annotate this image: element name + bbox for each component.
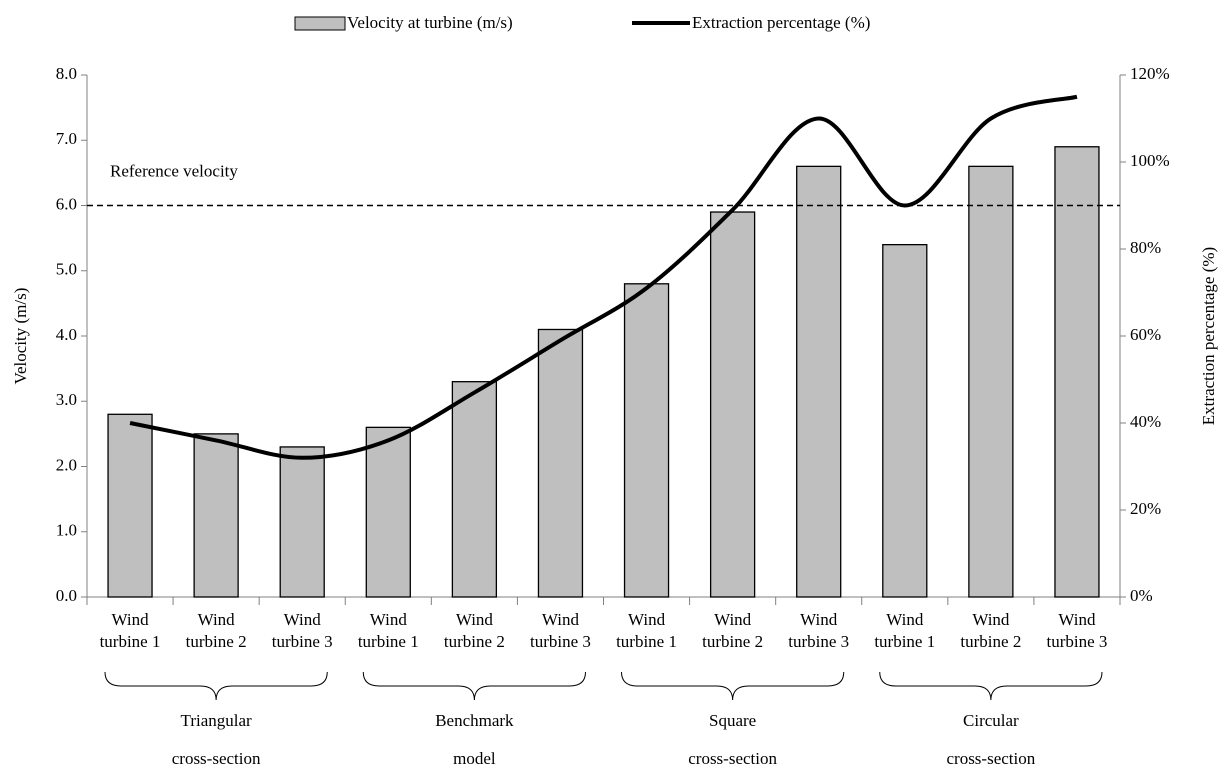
group-label: Benchmark (435, 711, 514, 730)
y2-tick-label: 20% (1130, 499, 1161, 518)
group-label: cross-section (946, 749, 1035, 768)
group-label: Square (709, 711, 756, 730)
bar (968, 165, 1014, 598)
y2-axis-label: Extraction percentage (%) (1199, 247, 1218, 425)
group-brace (621, 671, 845, 701)
x-tick-label: Wind turbine 2 (960, 610, 1022, 651)
x-tick-label: Wind turbine 2 (185, 610, 247, 651)
bar (279, 446, 325, 598)
y-axis-label: Velocity (m/s) (11, 288, 30, 385)
y-tick-label: 8.0 (56, 64, 77, 83)
y2-tick-label: 80% (1130, 238, 1161, 257)
bar (107, 413, 153, 598)
x-tick-label: Wind turbine 3 (788, 610, 850, 651)
y-tick-label: 1.0 (56, 521, 77, 540)
reference-label: Reference velocity (110, 161, 238, 180)
x-tick-label: Wind turbine 3 (1046, 610, 1108, 651)
x-tick-label: Wind turbine 1 (874, 610, 936, 651)
bar (193, 433, 239, 598)
x-tick-label: Wind turbine 1 (616, 610, 677, 651)
group-brace (362, 671, 586, 701)
group-label: cross-section (172, 749, 261, 768)
legend-label: Extraction percentage (%) (692, 13, 870, 32)
x-tick-label: Wind turbine 2 (443, 610, 505, 651)
legend-swatch (294, 16, 346, 31)
x-tick-label: Wind turbine 1 (99, 610, 161, 651)
y2-tick-label: 0% (1130, 586, 1153, 605)
y2-tick-label: 40% (1130, 412, 1161, 431)
x-tick-label: Wind turbine 3 (530, 610, 591, 651)
group-label: Circular (963, 711, 1019, 730)
group-label: Triangular (181, 711, 252, 730)
group-brace (879, 671, 1103, 701)
bar (1054, 146, 1100, 598)
y-tick-label: 3.0 (56, 390, 77, 409)
line (129, 94, 1078, 460)
bar (623, 283, 670, 598)
bar (537, 328, 584, 598)
y-tick-label: 0.0 (56, 586, 77, 605)
y2-tick-label: 60% (1130, 325, 1161, 344)
x-tick-label: Wind turbine 3 (271, 610, 333, 651)
bar (451, 381, 498, 598)
bar (709, 211, 756, 598)
y-tick-label: 6.0 (56, 194, 77, 213)
y-tick-label: 7.0 (56, 129, 77, 148)
y-tick-label: 4.0 (56, 325, 77, 344)
group-label: cross-section (688, 749, 777, 768)
x-tick-label: Wind turbine 1 (357, 610, 419, 651)
bar (796, 165, 842, 598)
bar (365, 426, 411, 598)
x-tick-label: Wind turbine 2 (702, 610, 764, 651)
group-label: model (453, 749, 496, 768)
group-brace (104, 671, 328, 701)
y2-tick-label: 120% (1130, 64, 1170, 83)
legend-label: Velocity at turbine (m/s) (347, 13, 513, 32)
y-tick-label: 2.0 (56, 455, 77, 474)
bar (882, 243, 928, 598)
y2-tick-label: 100% (1130, 151, 1170, 170)
y-tick-label: 5.0 (56, 260, 77, 279)
